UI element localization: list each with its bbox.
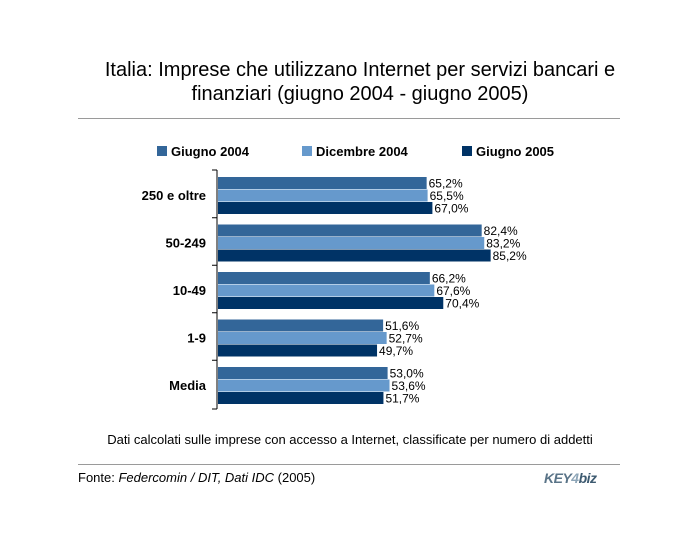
legend-swatch [302,146,312,156]
logo-key: KEY [544,470,572,486]
category-label: 1-9 [187,331,206,346]
bar [218,392,384,404]
data-label: 67,0% [434,202,468,216]
bar [218,379,390,392]
category-label: 10-49 [173,283,206,298]
source-name: Federcomin / DIT, Dati IDC [118,470,275,485]
bar [218,284,435,297]
data-label: 51,6% [385,319,419,333]
top-divider [78,118,620,119]
legend-swatch [157,146,167,156]
data-label: 51,7% [385,392,419,406]
data-label: 82,4% [484,224,518,238]
category-label: 250 e oltre [142,188,206,203]
category-label: Media [169,378,207,393]
chart-title: Italia: Imprese che utilizzano Internet … [60,58,660,106]
bar-chart: Giugno 2004 Dicembre 2004 Giugno 2005 250 e… [142,144,554,410]
data-label: 65,5% [430,189,464,203]
bar [218,237,485,249]
logo-num: 4 [571,470,579,486]
key4biz-logo[interactable]: KEY4biz [544,470,597,486]
legend-label: Giugno 2005 [476,144,554,159]
data-label: 53,0% [390,367,424,381]
bar [218,319,384,332]
bar [218,189,428,202]
bar [218,332,387,344]
source-year: (2005) [274,470,316,485]
bar [218,249,491,262]
chart-title-line1: Italia: Imprese che utilizzano Internet … [104,59,616,81]
bar [218,344,378,357]
bar [218,297,444,309]
data-label: 52,7% [389,332,423,346]
bar [218,367,388,379]
source-credit: Fonte: Federcomin / DIT, Dati IDC (2005) [78,470,315,485]
legend-label: Giugno 2004 [171,144,250,159]
data-label: 49,7% [379,344,413,358]
bar [218,272,430,284]
data-label: 70,4% [445,297,479,311]
bar [218,177,427,189]
legend-label: Dicembre 2004 [316,144,409,159]
data-label: 83,2% [486,237,520,251]
bottom-divider [78,464,620,465]
data-label: 53,6% [392,379,426,393]
chart-note: Dati calcolati sulle imprese con accesso… [107,432,593,447]
category-label: 50-249 [166,236,206,251]
data-label: 66,2% [432,272,466,286]
bar [218,202,433,214]
chart-title-line2: finanziari (giugno 2004 - giugno 2005) [191,83,529,105]
legend-swatch [462,146,472,156]
logo-biz: biz [578,470,597,486]
source-prefix: Fonte: [78,470,119,485]
data-label: 65,2% [429,177,463,191]
data-label: 67,6% [436,284,470,298]
data-label: 85,2% [493,249,527,263]
bar [218,224,482,237]
